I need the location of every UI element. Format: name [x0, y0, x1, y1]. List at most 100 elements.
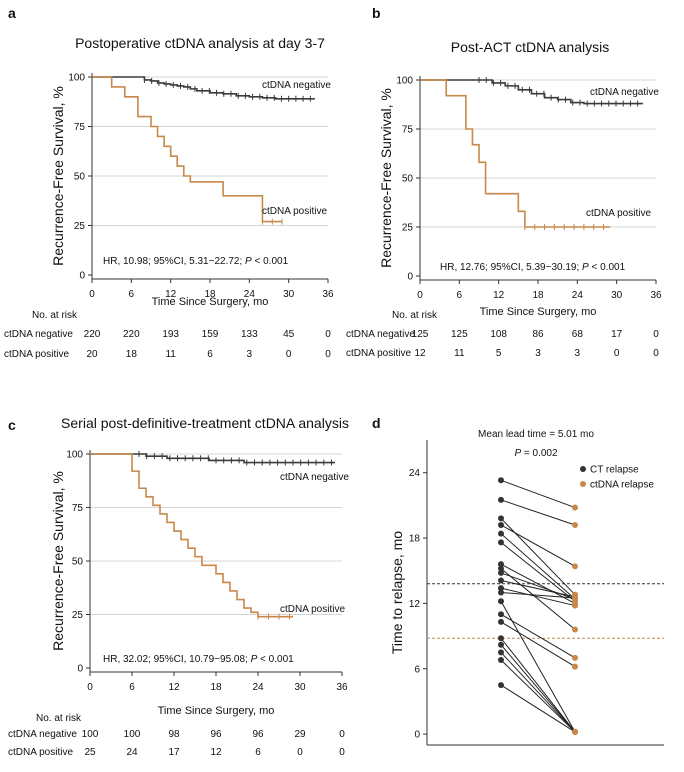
panel-d: d Mean lead time = 5.01 mo P = 0.002 0 6 12 18…	[372, 415, 664, 746]
risk-value: 96	[210, 729, 222, 740]
x-tick-label: 0	[89, 289, 95, 300]
ct-relapse-point	[498, 530, 504, 537]
x-tick-label: 24	[244, 289, 256, 300]
ct-relapse-point	[498, 682, 504, 689]
x-tick-label: 6	[129, 682, 135, 693]
ct-relapse-point	[498, 561, 504, 568]
risk-table-title: No. at risk	[32, 310, 78, 321]
y-tick-label: 12	[409, 599, 421, 610]
risk-value: 5	[496, 348, 502, 359]
ct-relapse-point	[498, 585, 504, 592]
y-tick-label: 100	[68, 73, 85, 84]
y-tick-label: 25	[402, 223, 414, 234]
chart-title: Post-ACT ctDNA analysis	[451, 39, 609, 55]
pair-connector	[500, 637, 576, 733]
risk-table-title: No. at risk	[36, 713, 82, 724]
series-line	[92, 76, 315, 100]
y-tick-label: 0	[407, 272, 413, 283]
risk-value: 0	[339, 747, 345, 758]
risk-value: 0	[653, 348, 659, 359]
p-label: P	[251, 654, 258, 665]
y-tick-label: 0	[77, 664, 83, 675]
x-tick-label: 12	[165, 289, 177, 300]
x-tick-label: 0	[417, 290, 423, 301]
panel-letter: a	[8, 5, 16, 21]
ctdna-relapse-point	[572, 626, 578, 633]
risk-value: 125	[412, 329, 429, 340]
risk-value: 3	[247, 349, 253, 360]
hr-annotation: HR, 12.76; 95%CI, 5.39−30.19; P < 0.001	[440, 262, 626, 273]
risk-value: 0	[286, 349, 292, 360]
panel-a: a Postoperative ctDNA analysis at day 3-7…	[4, 5, 334, 360]
risk-value: 17	[611, 329, 623, 340]
y-tick-label: 24	[409, 468, 421, 479]
risk-value: 24	[126, 747, 138, 758]
risk-row-label: ctDNA positive	[346, 348, 411, 359]
ctdna-relapse-point	[572, 728, 578, 735]
ct-relapse-point	[498, 496, 504, 503]
risk-value: 11	[454, 348, 465, 359]
x-tick-label: 36	[336, 682, 348, 693]
x-tick-label: 18	[204, 289, 216, 300]
x-tick-label: 30	[283, 289, 295, 300]
pair-connector	[500, 518, 576, 596]
risk-row-label: ctDNA negative	[4, 329, 73, 340]
y-tick-label: 75	[402, 125, 414, 136]
p-value: < 0.001	[589, 262, 626, 273]
y-axis-label: Time to relapse, mo	[389, 531, 405, 654]
x-tick-label: 30	[611, 290, 623, 301]
risk-value: 12	[210, 747, 222, 758]
x-axis-label: Time Since Surgery, mo	[158, 705, 275, 717]
ct-relapse-point	[498, 477, 504, 484]
risk-value: 6	[207, 349, 213, 360]
x-tick-label: 0	[87, 682, 93, 693]
series-line	[420, 79, 643, 105]
y-axis-label: Recurrence-Free Survival, %	[378, 88, 394, 268]
series-line	[90, 453, 293, 618]
ct-relapse-point	[498, 649, 504, 656]
x-tick-label: 36	[650, 290, 662, 301]
series-line	[92, 76, 283, 223]
risk-value: 6	[255, 747, 261, 758]
risk-value: 45	[283, 329, 295, 340]
hr-text: HR, 32.02; 95%CI, 10.79−95.08;	[103, 654, 251, 665]
y-tick-label: 18	[409, 534, 421, 545]
y-tick-label: 0	[414, 730, 420, 741]
hr-text: HR, 12.76; 95%CI, 5.39−30.19;	[440, 262, 582, 273]
y-tick-label: 6	[414, 664, 420, 675]
panel-letter: d	[372, 415, 381, 431]
risk-value: 0	[653, 329, 659, 340]
y-tick-label: 100	[396, 76, 413, 87]
chart-title: Mean lead time = 5.01 mo	[478, 429, 594, 440]
p-label: P	[582, 262, 589, 273]
series-label: ctDNA negative	[262, 80, 331, 91]
risk-value: 220	[84, 329, 101, 340]
risk-value: 25	[84, 747, 96, 758]
risk-row-label: ctDNA positive	[8, 747, 73, 758]
risk-value: 11	[165, 349, 176, 360]
ct-relapse-point	[498, 515, 504, 522]
ctdna-relapse-point	[572, 594, 578, 601]
x-tick-label: 6	[457, 290, 463, 301]
x-axis-label: Time Since Surgery, mo	[480, 306, 597, 318]
risk-value: 125	[451, 329, 468, 340]
pair-connector	[500, 592, 576, 599]
ctdna-relapse-point	[572, 602, 578, 609]
pair-connector	[500, 644, 576, 733]
series-line	[420, 79, 611, 228]
risk-value: 108	[490, 329, 507, 340]
ctdna-relapse-point	[572, 504, 578, 511]
series-label: ctDNA negative	[590, 87, 659, 98]
risk-value: 12	[414, 348, 426, 359]
risk-value: 86	[532, 329, 544, 340]
ctdna-relapse-point	[572, 654, 578, 661]
hr-text: HR, 10.98; 95%CI, 5.31−22.72;	[103, 256, 245, 267]
pair-connector	[500, 499, 576, 526]
risk-value: 3	[535, 348, 541, 359]
ct-relapse-point	[498, 611, 504, 618]
panel-c: c Serial post-definitive-treatment ctDNA …	[8, 415, 349, 758]
risk-value: 100	[82, 729, 99, 740]
pair-connector	[500, 580, 576, 598]
pair-connector	[500, 479, 576, 509]
